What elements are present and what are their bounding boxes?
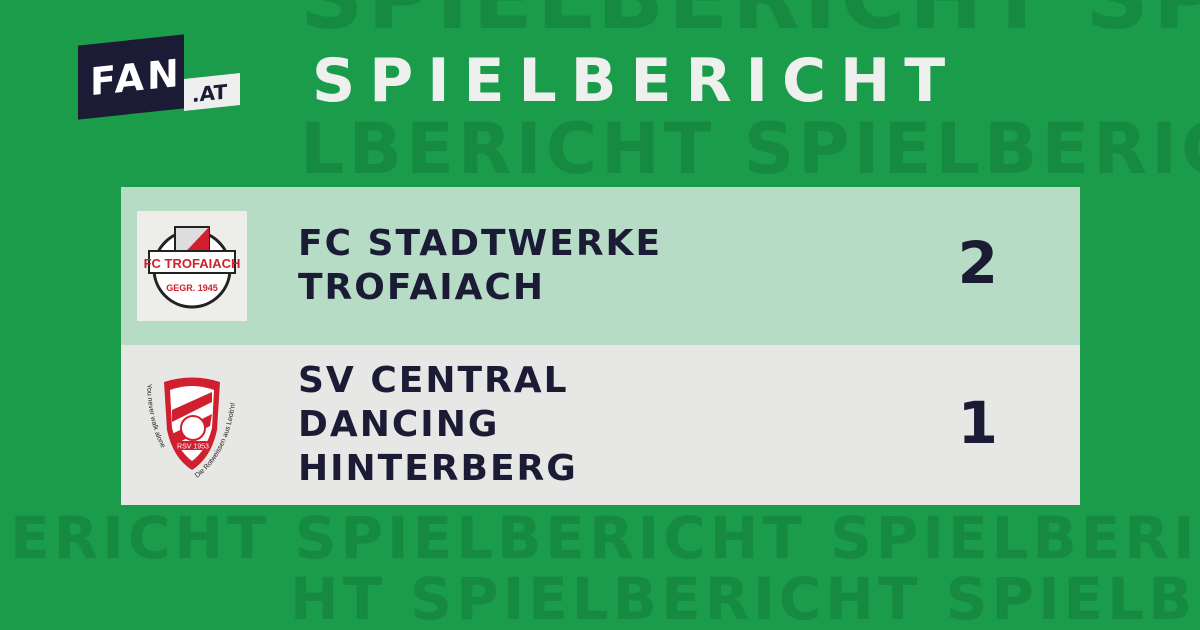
away-name-line: DANCING xyxy=(298,404,500,445)
home-name-line: FC STADTWERKE xyxy=(298,223,663,264)
home-team-badge: FC TROFAIACH GEGR. 1945 xyxy=(137,211,247,321)
home-team-name: FC STADTWERKE TROFAIACH xyxy=(298,222,662,310)
away-name-line: HINTERBERG xyxy=(298,448,578,489)
watermark-line: HT SPIELBERICHT SPIELBERICHT xyxy=(290,565,1200,630)
logo-at: .AT xyxy=(184,73,240,111)
away-score: 1 xyxy=(957,389,998,457)
home-score: 2 xyxy=(957,229,998,297)
watermark-line: LBERICHT SPIELBERICHT SPIELBERICHT xyxy=(300,108,1200,190)
away-name-line: SV CENTRAL xyxy=(298,360,569,401)
away-team-badge: RSV 1953 You never walk alone Die Rotwei… xyxy=(137,370,247,480)
badge-text: RSV 1953 xyxy=(177,444,209,451)
home-name-line: TROFAIACH xyxy=(298,267,546,308)
watermark-line: ERICHT SPIELBERICHT SPIELBERICHT xyxy=(10,504,1200,572)
away-team-row: RSV 1953 You never walk alone Die Rotwei… xyxy=(121,345,1080,505)
badge-motto-left: You never walk alone xyxy=(145,384,166,449)
page-title: SPIELBERICHT xyxy=(312,46,960,116)
logo-fan: FAN xyxy=(78,34,184,120)
badge-text: FC TROFAIACH xyxy=(144,256,241,271)
watermark-line: SPIELBERICHT SPIELBERICHT SPIELBERICHT xyxy=(300,0,1200,42)
away-team-name: SV CENTRAL DANCING HINTERBERG xyxy=(298,359,578,491)
home-team-row: FC TROFAIACH GEGR. 1945 FC STADTWERKE TR… xyxy=(121,187,1080,345)
badge-sub: GEGR. 1945 xyxy=(166,283,218,293)
